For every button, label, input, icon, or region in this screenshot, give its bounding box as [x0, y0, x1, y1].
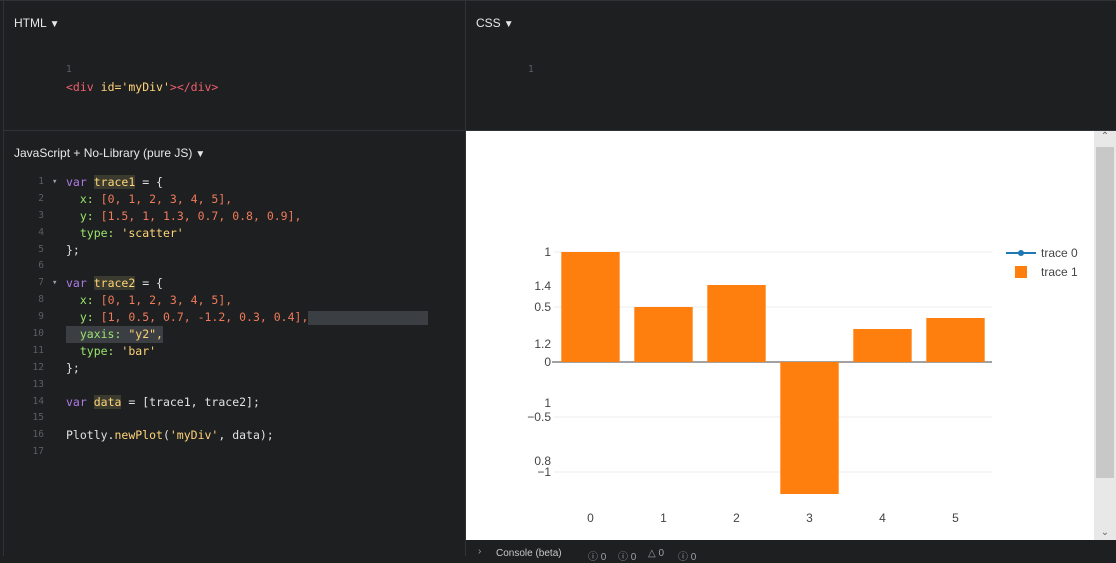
code-line: 13	[32, 378, 44, 390]
code-line: 16 Plotly.newPlot('myDiv', data);	[32, 428, 274, 443]
chevron-right-icon[interactable]: ›	[478, 546, 482, 557]
y2-tick-label: 1.2	[534, 337, 551, 351]
console-label[interactable]: Console (beta)	[496, 548, 562, 559]
code-line: 1 ▾ var trace1 = {	[38, 175, 163, 189]
code-line: 1	[476, 45, 1076, 75]
code-line: 14 var data = [trace1, trace2];	[32, 394, 260, 409]
y-tick-label: 0	[544, 355, 551, 369]
code-line: 6	[38, 260, 44, 272]
x-tick-label: 5	[952, 511, 959, 525]
css-editor[interactable]: 1	[476, 45, 1076, 75]
y2-tick-label: 0.8	[534, 454, 551, 468]
html-panel-header[interactable]: HTML ▼	[14, 16, 60, 30]
js-panel-header[interactable]: JavaScript + No-Library (pure JS) ▼	[14, 146, 205, 160]
horizontal-splitter-left[interactable]	[4, 130, 465, 131]
code-line: 10 yaxis: "y2",	[32, 326, 163, 343]
console-bar[interactable]: › Console (beta) ⓘ 0 ⓘ 0 △ 0 ⓘ 0	[466, 540, 1116, 563]
code-line: 2 x: [0, 1, 2, 3, 4, 5],	[38, 191, 233, 206]
scroll-thumb[interactable]	[1096, 147, 1114, 478]
dropdown-caret-icon[interactable]: ▼	[195, 149, 206, 160]
bar	[853, 329, 912, 362]
scroll-up-icon[interactable]: ⌃	[1100, 131, 1110, 142]
y2-tick-label: 1.4	[534, 279, 551, 293]
x-tick-label: 3	[806, 511, 813, 525]
css-panel-title: CSS	[476, 16, 501, 30]
dropdown-caret-icon[interactable]: ▼	[49, 19, 60, 30]
x-tick-label: 4	[879, 511, 886, 525]
code-line: 1 <div id='myDiv'></div>	[14, 45, 454, 94]
html-panel-title: HTML	[14, 16, 47, 30]
html-editor[interactable]: 1 <div id='myDiv'></div>	[14, 45, 454, 94]
legend-label: trace 0	[1041, 246, 1078, 260]
line-number: 1	[527, 63, 534, 75]
bar	[634, 307, 693, 362]
legend-marker	[1018, 250, 1024, 256]
top-edge	[0, 0, 1116, 1]
code-line: 11 type: 'bar'	[32, 343, 157, 358]
alert-count-badge: △ 0	[648, 548, 665, 559]
bar	[926, 318, 985, 362]
y-tick-label: −1	[537, 465, 551, 479]
bar	[780, 362, 839, 494]
bar	[561, 252, 620, 362]
x-tick-label: 2	[733, 511, 740, 525]
y-tick-label: 0.5	[534, 300, 551, 314]
plotly-chart[interactable]: 1 0.5 0 −0.5 −1 1.4 1.2 1 0.8 0 1 2 3 4 5 trace 0 trace …	[466, 131, 1094, 540]
legend-label: trace 1	[1041, 265, 1078, 279]
left-edge	[3, 0, 4, 556]
code-line: 17	[32, 446, 44, 458]
y-tick-label: −0.5	[527, 410, 551, 424]
css-panel-header[interactable]: CSS ▼	[476, 16, 514, 30]
dropdown-caret-icon[interactable]: ▼	[503, 19, 514, 30]
code-line: 4 type: 'scatter'	[38, 225, 184, 240]
code-line: 3 y: [1.5, 1, 1.3, 0.7, 0.8, 0.9],	[38, 208, 302, 223]
y2-tick-label: 1	[544, 396, 551, 410]
preview-scrollbar[interactable]: ⌃ ⌄	[1094, 131, 1116, 540]
code-line: 9 y: [1, 0.5, 0.7, -1.2, 0.3, 0.4],	[14, 309, 460, 326]
result-preview: 1 0.5 0 −0.5 −1 1.4 1.2 1 0.8 0 1 2 3 4 5 trace 0 trace …	[466, 131, 1094, 540]
code-text: <div id='myDiv'></div>	[66, 79, 219, 94]
js-editor[interactable]: 1 ▾ var trace1 = { 2 x: [0, 1, 2, 3, 4, 5]…	[14, 174, 460, 461]
code-line: 5};	[38, 242, 80, 257]
fold-arrow-icon[interactable]: ▾	[52, 177, 58, 187]
x-tick-label: 1	[660, 511, 667, 525]
js-panel-title: JavaScript + No-Library (pure JS)	[14, 146, 193, 160]
code-line: 8 x: [0, 1, 2, 3, 4, 5],	[38, 293, 233, 308]
fold-arrow-icon[interactable]: ▾	[52, 278, 58, 289]
html-panel	[4, 0, 465, 130]
y-tick-label: 1	[544, 245, 551, 259]
code-line: 12};	[32, 360, 80, 375]
code-line: 15	[32, 412, 44, 424]
scroll-down-icon[interactable]: ⌄	[1100, 527, 1110, 538]
horizontal-splitter-right[interactable]	[466, 130, 1116, 131]
legend-bar-swatch	[1015, 266, 1027, 278]
vertical-splitter[interactable]	[465, 0, 466, 556]
bar	[707, 285, 766, 362]
line-number: 1	[65, 63, 72, 75]
x-tick-label: 0	[587, 511, 594, 525]
code-line: 7 ▾ var trace2 = {	[38, 276, 163, 291]
